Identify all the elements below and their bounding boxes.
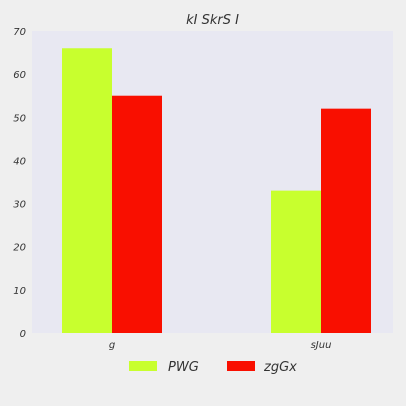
bar-zgGx-sJuu bbox=[321, 108, 371, 334]
y-tick-label: 10 bbox=[13, 286, 26, 297]
y-tick-label: 30 bbox=[13, 200, 26, 211]
bar-PWG-g bbox=[62, 48, 112, 333]
x-tick-label: sJuu bbox=[311, 340, 332, 351]
legend-swatch bbox=[129, 361, 157, 371]
y-tick-label: 20 bbox=[13, 243, 26, 254]
x-axis: g sJuu bbox=[109, 340, 332, 351]
y-tick-label: 0 bbox=[20, 329, 26, 340]
bar-zgGx-g bbox=[112, 95, 162, 333]
x-tick-label: g bbox=[109, 340, 115, 351]
y-tick-label: 50 bbox=[13, 113, 26, 124]
bar-PWG-sJuu bbox=[271, 190, 321, 333]
y-tick-label: 70 bbox=[13, 27, 26, 38]
y-tick-label: 40 bbox=[13, 156, 26, 167]
legend-label: PWG bbox=[168, 360, 199, 375]
legend-swatch bbox=[227, 361, 255, 371]
legend: PWG zgGx bbox=[129, 360, 297, 375]
y-tick-label: 60 bbox=[13, 70, 26, 81]
y-axis: 0 10 20 30 40 50 60 70 bbox=[13, 27, 26, 340]
chart-title: kI SkrS I bbox=[186, 13, 239, 28]
bars-group bbox=[62, 48, 371, 334]
legend-label: zgGx bbox=[263, 360, 297, 375]
